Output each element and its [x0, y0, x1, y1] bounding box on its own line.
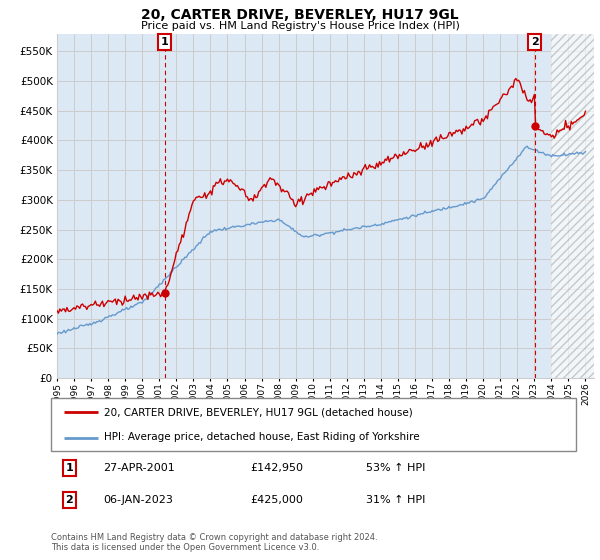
Text: 20, CARTER DRIVE, BEVERLEY, HU17 9GL: 20, CARTER DRIVE, BEVERLEY, HU17 9GL [141, 8, 459, 22]
Text: This data is licensed under the Open Government Licence v3.0.: This data is licensed under the Open Gov… [51, 543, 319, 552]
Text: 27-APR-2001: 27-APR-2001 [104, 463, 175, 473]
Text: £142,950: £142,950 [251, 463, 304, 473]
Text: Contains HM Land Registry data © Crown copyright and database right 2024.: Contains HM Land Registry data © Crown c… [51, 533, 377, 542]
Text: 2: 2 [65, 495, 73, 505]
Text: HPI: Average price, detached house, East Riding of Yorkshire: HPI: Average price, detached house, East… [104, 432, 419, 442]
Text: 1: 1 [65, 463, 73, 473]
Text: 20, CARTER DRIVE, BEVERLEY, HU17 9GL (detached house): 20, CARTER DRIVE, BEVERLEY, HU17 9GL (de… [104, 408, 412, 418]
Text: 2: 2 [531, 37, 539, 47]
Text: 31% ↑ HPI: 31% ↑ HPI [366, 495, 425, 505]
Text: 1: 1 [161, 37, 169, 47]
Text: 53% ↑ HPI: 53% ↑ HPI [366, 463, 425, 473]
Text: £425,000: £425,000 [251, 495, 304, 505]
Text: 06-JAN-2023: 06-JAN-2023 [104, 495, 173, 505]
Text: Price paid vs. HM Land Registry's House Price Index (HPI): Price paid vs. HM Land Registry's House … [140, 21, 460, 31]
